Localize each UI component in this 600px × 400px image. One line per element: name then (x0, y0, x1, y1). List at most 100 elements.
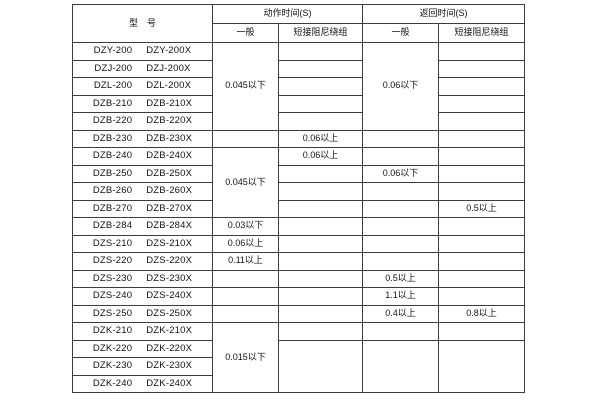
cell-act-general-r16 (212, 304, 279, 323)
cell-ret-damping-r8 (438, 164, 525, 183)
header-return-time: 返回时间(S) (362, 4, 525, 24)
model-cell: DZK-210 DZK-210X (72, 322, 213, 341)
model-name-x: DZB-220X (146, 115, 193, 127)
model-name-x: DZS-250X (146, 307, 193, 319)
cell-ret-general-r15: 1.1以上 (362, 287, 439, 306)
cell-act-damping-r8 (278, 164, 363, 183)
cell-act-damping-r2 (278, 59, 363, 78)
cell-act-damping-r5 (278, 112, 363, 131)
model-name-x: DZK-230X (146, 360, 193, 372)
cell-act-general-r1-5: 0.045以下 (212, 42, 279, 131)
model-name-x: DZS-230X (146, 272, 193, 284)
model-name-x: DZB-240X (146, 150, 193, 162)
model-cell: DZS-240 DZS-240X (72, 287, 213, 306)
cell-ret-damping-r18-20 (438, 339, 525, 393)
cell-act-damping-r12 (278, 234, 363, 253)
model-name-x: DZK-240X (146, 377, 193, 389)
model-name: DZB-250 (92, 167, 133, 179)
model-name: DZS-240 (92, 290, 133, 302)
cell-act-damping-r9 (278, 182, 363, 201)
model-name: DZK-210 (92, 325, 133, 337)
cell-ret-damping-r6 (438, 129, 525, 148)
cell-ret-general-r13 (362, 252, 439, 271)
cell-ret-general-r7 (362, 147, 439, 166)
model-name: DZB-230 (92, 132, 133, 144)
cell-ret-damping-r2 (438, 59, 525, 78)
cell-act-damping-r6: 0.06以上 (278, 129, 363, 148)
cell-ret-damping-r9 (438, 182, 525, 201)
model-name: DZS-250 (92, 307, 133, 319)
table-row: DZS-240 DZS-240X 1.1以上 (72, 287, 525, 306)
model-name-x: DZY-200X (146, 45, 192, 57)
cell-ret-general-r18-20 (362, 339, 439, 393)
cell-act-damping-r4 (278, 94, 363, 113)
model-name-x: DZB-270X (146, 202, 193, 214)
model-name: DZK-230 (92, 360, 133, 372)
cell-act-general-r13: 0.11以上 (212, 252, 279, 271)
model-cell: DZS-220 DZS-220X (72, 252, 213, 271)
spec-table: 型 号 动作时间(S) 返回时间(S) 一般 短接阻尼绕组 一般 短接阻尼绕组 … (72, 4, 525, 393)
cell-ret-general-r9 (362, 182, 439, 201)
cell-ret-damping-r7 (438, 147, 525, 166)
model-cell: DZB-220 DZB-220X (72, 112, 213, 131)
table-row: DZL-200 DZL-200X (72, 77, 525, 96)
cell-ret-damping-r5 (438, 112, 525, 131)
cell-act-general-r6 (212, 129, 279, 148)
model-cell: DZB-260 DZB-260X (72, 182, 213, 201)
table-row: DZB-270 DZB-270X 0.5以上 (72, 199, 525, 218)
table-row: DZY-200 DZY-200X 0.045以下 0.06以下 (72, 42, 525, 131)
model-name-x: DZS-240X (146, 290, 193, 302)
cell-ret-damping-r1 (438, 42, 525, 61)
model-name: DZB-220 (92, 115, 133, 127)
cell-ret-damping-r11 (438, 217, 525, 236)
cell-act-damping-r10 (278, 199, 363, 218)
cell-act-general-r7-10: 0.045以下 (212, 147, 279, 218)
cell-ret-general-r1-5: 0.06以下 (362, 42, 439, 131)
model-name-x: DZB-260X (146, 185, 193, 197)
table-row: DZJ-200 DZJ-200X (72, 59, 525, 78)
cell-ret-general-r12 (362, 234, 439, 253)
cell-ret-damping-r14 (438, 269, 525, 288)
cell-act-damping-r7: 0.06以上 (278, 147, 363, 166)
model-cell: DZK-230 DZK-230X (72, 357, 213, 376)
cell-act-damping-r14 (278, 269, 363, 288)
model-cell: DZB-230 DZB-230X (72, 129, 213, 148)
cell-act-damping-r18-20 (278, 339, 363, 393)
model-cell: DZB-284 DZB-284X (72, 217, 213, 236)
model-cell: DZS-230 DZS-230X (72, 269, 213, 288)
model-cell: DZB-250 DZB-250X (72, 164, 213, 183)
model-name-x: DZB-210X (146, 97, 193, 109)
header-action-time: 动作时间(S) (212, 4, 363, 24)
cell-ret-damping-r3 (438, 77, 525, 96)
table-row: DZK-210 DZK-210X 0.015以下 (72, 322, 525, 393)
table-row: DZB-260 DZB-260X (72, 182, 525, 201)
model-name: DZB-270 (92, 202, 133, 214)
model-name-x: DZB-230X (146, 132, 193, 144)
model-cell: DZS-210 DZS-210X (72, 234, 213, 253)
cell-ret-general-r11 (362, 217, 439, 236)
table-row: DZB-220 DZB-220X (72, 112, 525, 131)
cell-ret-general-r6 (362, 129, 439, 148)
model-cell: DZS-250 DZS-250X (72, 304, 213, 323)
table-row: DZS-210 DZS-210X 0.06以上 (72, 234, 525, 253)
cell-act-damping-r3 (278, 77, 363, 96)
table-row: DZB-284 DZB-284X 0.03以下 (72, 217, 525, 236)
model-name: DZY-200 (93, 45, 133, 57)
header-action-damping: 短接阻尼绕组 (278, 23, 363, 43)
cell-ret-damping-r12 (438, 234, 525, 253)
model-cell: DZY-200 DZY-200X (72, 42, 213, 61)
cell-ret-damping-r17 (438, 322, 525, 341)
cell-act-general-r11: 0.03以下 (212, 217, 279, 236)
model-cell: DZK-220 DZK-220X (72, 339, 213, 358)
table-row: DZB-230 DZB-230X 0.06以上 (72, 129, 525, 148)
cell-act-general-r17-20: 0.015以下 (212, 322, 279, 393)
model-name: DZS-220 (92, 255, 133, 267)
cell-act-damping-r17 (278, 322, 363, 341)
cell-act-damping-r1 (278, 42, 363, 61)
model-name-x: DZB-284X (146, 220, 193, 232)
cell-ret-general-r16: 0.4以上 (362, 304, 439, 323)
cell-ret-damping-r4 (438, 94, 525, 113)
cell-ret-damping-r15 (438, 287, 525, 306)
table-row: DZB-210 DZB-210X (72, 94, 525, 113)
model-name: DZB-284 (92, 220, 133, 232)
